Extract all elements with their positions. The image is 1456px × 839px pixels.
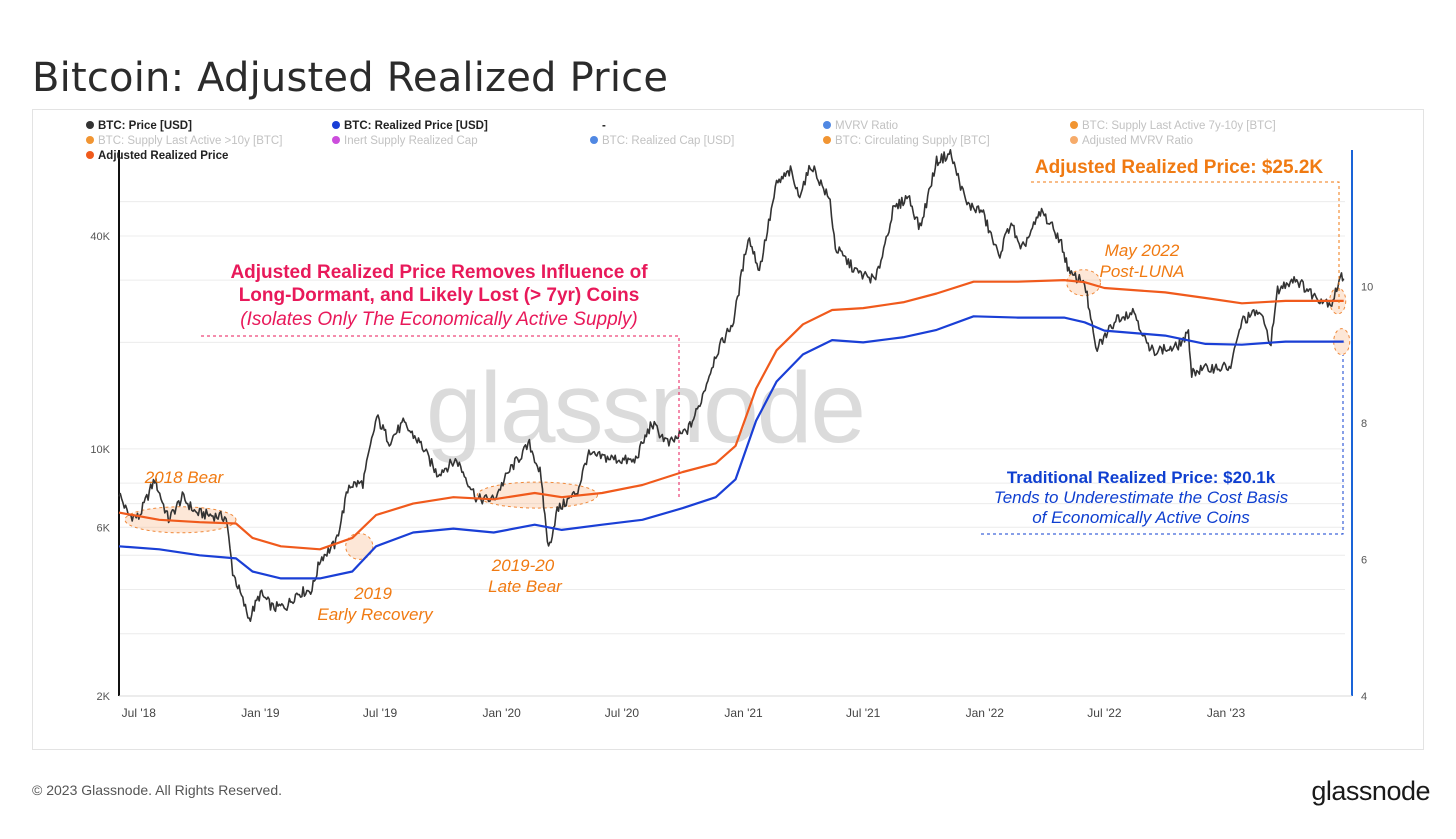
legend-item-label: BTC: Realized Price [USD] (344, 120, 488, 132)
legend-item-label: - (602, 120, 606, 132)
x-tick-label: Jul '21 (846, 706, 881, 720)
y-tick-label: 2K (97, 691, 111, 703)
annotation-post-luna: Post-LUNA (1099, 262, 1184, 281)
series-line-btc-realized-price-usd (118, 315, 1344, 580)
x-tick-label: Jul '19 (363, 706, 398, 720)
annotation-traditional-title: Traditional Realized Price: $20.1k (1007, 468, 1276, 487)
highlight-ellipses (124, 269, 1351, 560)
y2-tick-label: 10 (1361, 282, 1373, 294)
legend-item-label: Adjusted Realized Price (98, 150, 228, 162)
legend-item-label: BTC: Supply Last Active 7y-10y [BTC] (1082, 120, 1276, 132)
legend-dot (823, 121, 831, 129)
highlight-ellipse (124, 506, 237, 534)
series-lines (118, 149, 1345, 622)
legend-dot (590, 136, 598, 144)
annotation-main-title-line1: Adjusted Realized Price Removes Influenc… (230, 262, 648, 283)
y-tick-label: 40K (90, 231, 110, 243)
legend: BTC: Price [USD] BTC: Realized Price [USD… (86, 120, 1276, 162)
x-tick-label: Jan '23 (1207, 706, 1246, 720)
x-tick-label: Jan '19 (241, 706, 280, 720)
annotation-late-bear: Late Bear (488, 577, 563, 596)
legend-dot (332, 121, 340, 129)
annotation-adjusted-price: Adjusted Realized Price: $25.2K (1035, 157, 1324, 178)
annotations: Adjusted Realized Price Removes Influenc… (144, 157, 1324, 624)
annotation-traditional-line1: Tends to Underestimate the Cost Basis (994, 488, 1289, 507)
annotation-2019-label: 2019 (353, 584, 392, 603)
x-tick-label: Jul '22 (1087, 706, 1122, 720)
y2-tick-label: 6 (1361, 555, 1367, 567)
page-title: Bitcoin: Adjusted Realized Price (32, 54, 669, 101)
x-tick-label: Jul '20 (605, 706, 640, 720)
y2-tick-label: 8 (1361, 418, 1367, 430)
y-tick-label: 10K (90, 444, 110, 456)
highlight-ellipse (345, 532, 374, 560)
glassnode-logo: glassnode (1311, 776, 1430, 806)
series-line-btc-price-usd (118, 149, 1345, 622)
footer-copyright: © 2023 Glassnode. All Rights Reserved. (32, 782, 283, 798)
annotation-main-subtitle: (Isolates Only The Economically Active S… (240, 309, 637, 330)
legend-item-label: BTC: Circulating Supply [BTC] (835, 135, 990, 147)
annotation-early-recovery: Early Recovery (317, 605, 434, 624)
x-tick-label: Jan '20 (483, 706, 522, 720)
x-tick-label: Jan '21 (724, 706, 763, 720)
chart-svg: glassnode 40K 10K 6K 2K 10 8 6 4 Jul '18 Jan '19 J… (86, 120, 1373, 720)
axes: 40K 10K 6K 2K 10 8 6 4 Jul '18 Jan '19 Jul '19 Jan … (90, 150, 1373, 720)
series-line-adjusted-realized-price (118, 279, 1344, 551)
legend-item-label: BTC: Supply Last Active >10y [BTC] (98, 135, 282, 147)
legend-item-label: MVRV Ratio (835, 120, 898, 132)
legend-dot (1070, 121, 1078, 129)
legend-dot (86, 136, 94, 144)
legend-item-label: BTC: Price [USD] (98, 120, 192, 132)
annotation-main-title-line2: Long-Dormant, and Likely Lost (> 7yr) Co… (239, 285, 640, 306)
legend-item-label: Adjusted MVRV Ratio (1082, 135, 1193, 147)
x-tick-label: Jan '22 (966, 706, 1005, 720)
annotation-2018-bear: 2018 Bear (144, 468, 225, 487)
chart-frame: glassnode 40K 10K 6K 2K 10 8 6 4 Jul '18 Jan '19 J… (32, 109, 1424, 750)
y2-tick-label: 4 (1361, 691, 1367, 703)
legend-item-label: BTC: Realized Cap [USD] (602, 135, 734, 147)
leader-line-orange (1031, 181, 1340, 310)
annotation-2019-20-label: 2019-20 (491, 556, 555, 575)
leader-line-blue (981, 355, 1344, 535)
watermark: glassnode (426, 352, 864, 464)
legend-dot (86, 151, 94, 159)
annotation-may-2022: May 2022 (1105, 241, 1180, 260)
legend-dot (86, 121, 94, 129)
annotation-leader-lines (201, 181, 1344, 535)
legend-dot (1070, 136, 1078, 144)
annotation-traditional-line2: of Economically Active Coins (1032, 508, 1250, 527)
y-tick-label: 6K (97, 522, 111, 534)
legend-dot (332, 136, 340, 144)
legend-dot (823, 136, 831, 144)
legend-item-label: Inert Supply Realized Cap (344, 135, 478, 147)
x-tick-label: Jul '18 (122, 706, 157, 720)
